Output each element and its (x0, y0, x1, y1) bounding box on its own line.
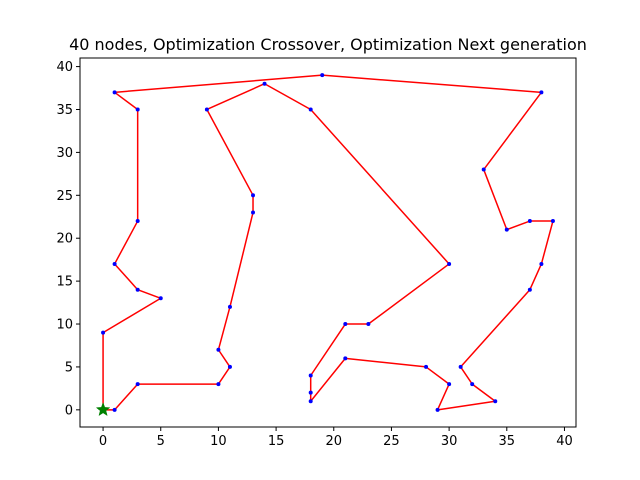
tour-node (447, 261, 452, 266)
y-tick-label: 25 (56, 189, 73, 204)
y-tick-label: 15 (56, 275, 73, 290)
tour-node (493, 399, 498, 404)
tour-node (112, 90, 117, 95)
y-tick-label: 40 (56, 60, 73, 75)
tour-node (227, 364, 232, 369)
tour-node (216, 382, 221, 387)
chart-title: 40 nodes, Optimization Crossover, Optimi… (69, 35, 587, 54)
tour-node (550, 219, 555, 224)
tour-node (527, 219, 532, 224)
tour-node (112, 261, 117, 266)
tour-edge (217, 349, 231, 368)
tour-node (308, 373, 313, 378)
tour-edge (102, 297, 162, 334)
tour-node (135, 107, 140, 112)
tour-node (424, 364, 429, 369)
tour-node (539, 261, 544, 266)
tour-edge (482, 91, 543, 171)
tour-node (112, 407, 117, 412)
tour-node (343, 322, 348, 327)
tour-edge (436, 383, 450, 411)
tour-edge (459, 366, 473, 385)
tour-node (227, 304, 232, 309)
tour-edge (206, 82, 266, 111)
tour-node (539, 90, 544, 95)
tour-node (447, 382, 452, 387)
tour-node (308, 399, 313, 404)
tour-edge (482, 168, 508, 231)
tour-edge (113, 91, 139, 111)
tour-edge (471, 383, 497, 403)
tour-edge (113, 263, 139, 291)
tour-edge (263, 82, 312, 111)
tour-node (308, 107, 313, 112)
tour-node (481, 167, 486, 172)
tour-edge (113, 383, 139, 411)
x-tick-label: 15 (268, 434, 285, 449)
tour-edge (540, 220, 554, 265)
tour-node (251, 193, 256, 198)
tour-edge (309, 357, 347, 403)
tour-edge (217, 366, 231, 385)
tour-node (101, 330, 106, 335)
y-tick-label: 30 (56, 146, 73, 161)
tour-node (204, 107, 209, 112)
tour-edge (529, 263, 543, 291)
tour-node (504, 227, 509, 232)
y-tick-label: 20 (56, 232, 73, 247)
tour-node (458, 364, 463, 369)
tour-node (527, 287, 532, 292)
y-tick-label: 10 (56, 318, 73, 333)
tour-node (343, 356, 348, 361)
x-tick-label: 40 (556, 434, 573, 449)
tour-edge (436, 400, 497, 411)
tour-node (251, 210, 256, 215)
start-node-star (95, 402, 111, 417)
y-tick-label: 35 (56, 103, 73, 118)
tour-node (366, 322, 371, 327)
plot-frame (79, 57, 577, 428)
x-tick-label: 5 (157, 434, 165, 449)
tour-edge (229, 211, 254, 308)
tour-edge (113, 220, 139, 265)
tour-node (135, 382, 140, 387)
plot-area (95, 73, 555, 417)
tour-edge (206, 108, 254, 197)
tour-edge (459, 288, 531, 368)
tour-node (320, 73, 325, 78)
y-tick-label: 5 (65, 360, 73, 375)
axes: 0 5 10 15 20 25 30 35 40 0 5 10 15 20 25 30 35 40 (56, 60, 572, 449)
tour-edge (506, 220, 531, 231)
x-tick-label: 25 (383, 434, 400, 449)
tour-edge (309, 108, 450, 265)
tour-node (470, 382, 475, 387)
tour-node (158, 296, 163, 301)
x-tick-label: 35 (499, 434, 516, 449)
tour-edge (113, 74, 323, 94)
tour-node (435, 407, 440, 412)
tour-edge (321, 74, 543, 94)
x-tick-label: 30 (441, 434, 458, 449)
tour-node (308, 390, 313, 395)
tour-node (262, 81, 267, 86)
tour-edge (309, 323, 347, 377)
tour-node (216, 347, 221, 352)
tour-edge (344, 357, 427, 368)
tour-node (135, 287, 140, 292)
x-tick-label: 0 (99, 434, 107, 449)
tour-node (135, 219, 140, 224)
tour-edge (136, 288, 162, 300)
x-tick-label: 20 (325, 434, 342, 449)
y-tick-label: 0 (65, 403, 73, 418)
tour-edge (367, 263, 450, 325)
tour-edge (425, 366, 450, 385)
tour-edge (217, 306, 231, 351)
x-tick-label: 10 (210, 434, 227, 449)
